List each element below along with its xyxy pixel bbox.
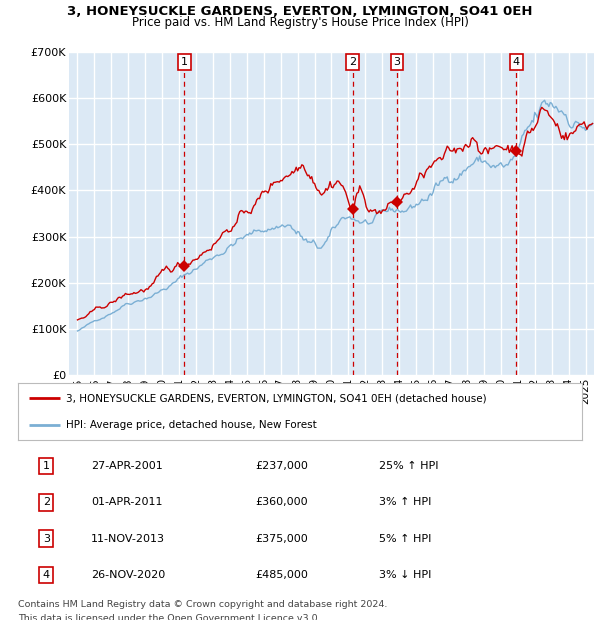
Text: £485,000: £485,000 — [255, 570, 308, 580]
Text: HPI: Average price, detached house, New Forest: HPI: Average price, detached house, New … — [66, 420, 317, 430]
Text: £237,000: £237,000 — [255, 461, 308, 471]
Text: This data is licensed under the Open Government Licence v3.0.: This data is licensed under the Open Gov… — [18, 614, 320, 620]
Text: 3: 3 — [394, 57, 401, 67]
Text: 3, HONEYSUCKLE GARDENS, EVERTON, LYMINGTON, SO41 0EH: 3, HONEYSUCKLE GARDENS, EVERTON, LYMINGT… — [67, 5, 533, 18]
Text: £360,000: £360,000 — [255, 497, 308, 507]
Text: 1: 1 — [181, 57, 188, 67]
Text: 26-NOV-2020: 26-NOV-2020 — [91, 570, 166, 580]
Text: Price paid vs. HM Land Registry's House Price Index (HPI): Price paid vs. HM Land Registry's House … — [131, 16, 469, 29]
Text: 5% ↑ HPI: 5% ↑ HPI — [379, 534, 431, 544]
Text: 3: 3 — [43, 534, 50, 544]
Text: 1: 1 — [43, 461, 50, 471]
Text: 11-NOV-2013: 11-NOV-2013 — [91, 534, 166, 544]
Text: 27-APR-2001: 27-APR-2001 — [91, 461, 163, 471]
Text: 2: 2 — [349, 57, 356, 67]
Text: 4: 4 — [43, 570, 50, 580]
Text: 3% ↑ HPI: 3% ↑ HPI — [379, 497, 431, 507]
Text: 01-APR-2011: 01-APR-2011 — [91, 497, 163, 507]
Text: Contains HM Land Registry data © Crown copyright and database right 2024.: Contains HM Land Registry data © Crown c… — [18, 600, 388, 609]
Text: 4: 4 — [513, 57, 520, 67]
Text: 3% ↓ HPI: 3% ↓ HPI — [379, 570, 431, 580]
Text: £375,000: £375,000 — [255, 534, 308, 544]
Text: 3, HONEYSUCKLE GARDENS, EVERTON, LYMINGTON, SO41 0EH (detached house): 3, HONEYSUCKLE GARDENS, EVERTON, LYMINGT… — [66, 393, 487, 404]
Text: 25% ↑ HPI: 25% ↑ HPI — [379, 461, 439, 471]
Text: 2: 2 — [43, 497, 50, 507]
